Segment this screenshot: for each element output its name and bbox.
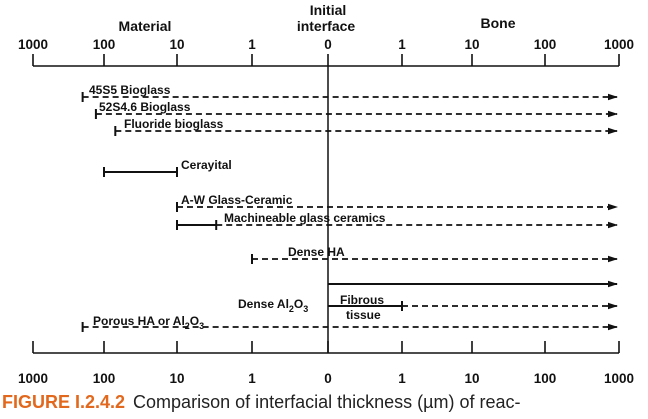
tick-label: 0: [324, 37, 332, 52]
caption-label: FIGURE I.2.4.2: [2, 392, 126, 412]
fibrous-label-1: Fibrous: [340, 293, 384, 307]
material-row: Machineable glass ceramics: [176, 211, 618, 230]
tick-label: 100: [534, 371, 557, 386]
tick-label: 100: [534, 37, 557, 52]
figure-caption: FIGURE I.2.4.2 Comparison of interfacial …: [2, 392, 648, 413]
row-label: A-W Glass-Ceramic: [181, 193, 293, 207]
tick-label: 1000: [18, 37, 48, 52]
tick-label: 1: [398, 371, 406, 386]
row-label: Cerayital: [181, 158, 232, 172]
material-row: [81, 322, 618, 332]
tick-label: 10: [169, 371, 184, 386]
tick-label: 1000: [18, 371, 48, 386]
initial-header: Initial: [310, 2, 347, 18]
tick-label: 1: [398, 37, 406, 52]
row-label: Fluoride bioglass: [124, 117, 224, 131]
tick-label: 1000: [604, 37, 634, 52]
material-row: 45S5 Bioglass: [81, 83, 618, 102]
tick-label: 1: [248, 371, 256, 386]
tick-label: 10: [464, 371, 479, 386]
material-row: Fluoride bioglass: [114, 117, 618, 136]
dense-al2o3-label: Dense Al2O3: [238, 297, 308, 314]
bottom-axis: 1000 100 10 1 0 1 10 100 1000: [18, 341, 634, 386]
row-label: Dense HA: [288, 245, 345, 259]
material-rows: 45S5 Bioglass 52S4.6 Bioglass Fluoride bio…: [81, 83, 618, 332]
material-row: 52S4.6 Bioglass: [94, 100, 618, 119]
tick-label: 0: [324, 371, 332, 386]
material-row: [328, 301, 618, 311]
material-row: Dense HA: [251, 245, 618, 264]
top-axis: 1000 100 10 1 0 1 10 100 1000: [18, 37, 634, 67]
tick-label: 1: [248, 37, 256, 52]
tick-label: 10: [169, 37, 184, 52]
material-row: A-W Glass-Ceramic: [176, 193, 618, 212]
bone-header: Bone: [481, 15, 516, 31]
row-label: 52S4.6 Bioglass: [99, 100, 191, 114]
caption-text: Comparison of interfacial thickness (µm)…: [133, 392, 521, 412]
material-row: Cerayital: [103, 158, 232, 177]
interface-header: interface: [297, 18, 356, 34]
material-header: Material: [119, 18, 172, 34]
tick-label: 100: [93, 37, 116, 52]
row-label: 45S5 Bioglass: [89, 83, 171, 97]
porous-label: Porous HA or Al2O3: [93, 314, 204, 331]
tick-label: 1000: [604, 371, 634, 386]
tick-label: 100: [93, 371, 116, 386]
fibrous-label-2: tissue: [346, 308, 381, 322]
row-label: Machineable glass ceramics: [224, 211, 386, 225]
tick-label: 10: [464, 37, 479, 52]
